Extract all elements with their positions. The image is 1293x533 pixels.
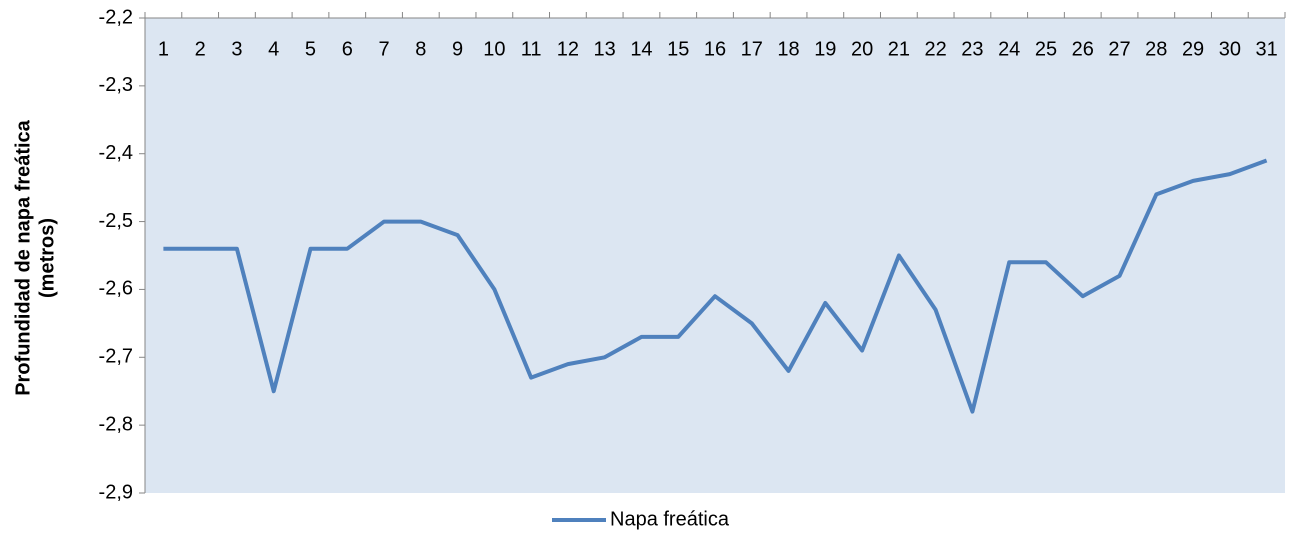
plot-area (145, 18, 1285, 493)
y-tick-label: -2,6 (99, 278, 133, 300)
x-tick-label: 10 (483, 38, 505, 60)
y-axis-label: Profundidad de napa freática (12, 119, 34, 395)
x-tick-label: 24 (998, 38, 1020, 60)
x-tick-label: 16 (704, 38, 726, 60)
x-tick-label: 30 (1219, 38, 1241, 60)
x-tick-label: 22 (925, 38, 947, 60)
y-tick-label: -2,3 (99, 74, 133, 96)
x-tick-label: 28 (1145, 38, 1167, 60)
y-axis-label: (metros) (36, 218, 58, 298)
y-tick-label: -2,9 (99, 481, 133, 503)
x-tick-label: 25 (1035, 38, 1057, 60)
x-tick-label: 11 (521, 38, 542, 60)
data-line (163, 158, 1268, 414)
x-tick-label: 9 (452, 38, 463, 60)
x-tick-label: 27 (1108, 38, 1130, 60)
y-tick-label: -2,8 (99, 413, 133, 435)
x-tick-label: 6 (342, 38, 353, 60)
x-tick-label: 13 (594, 38, 616, 60)
x-tick-label: 26 (1072, 38, 1094, 60)
x-tick-label: 17 (741, 38, 763, 60)
x-tick-label: 15 (667, 38, 689, 60)
y-tick-label: -2,7 (99, 346, 133, 368)
x-tick-label: 8 (415, 38, 426, 60)
x-tick-label: 5 (305, 38, 316, 60)
y-tick-label: -2,4 (99, 142, 133, 164)
x-tick-label: 31 (1255, 38, 1277, 60)
y-tick-label: -2,2 (99, 6, 133, 28)
x-tick-label: 29 (1182, 38, 1204, 60)
x-tick-label: 18 (777, 38, 799, 60)
x-tick-label: 19 (814, 38, 836, 60)
x-tick-label: 3 (231, 38, 242, 60)
x-tick-label: 12 (557, 38, 579, 60)
x-tick-label: 20 (851, 38, 873, 60)
x-tick-label: 14 (630, 38, 652, 60)
x-tick-label: 2 (195, 38, 206, 60)
x-tick-label: 1 (158, 38, 169, 60)
x-tick-label: 7 (378, 38, 389, 60)
x-tick-label: 21 (888, 38, 910, 60)
legend-label: Napa freática (610, 508, 730, 530)
x-tick-label: 4 (268, 38, 279, 60)
x-tick-label: 23 (961, 38, 983, 60)
y-tick-label: -2,5 (99, 210, 133, 232)
